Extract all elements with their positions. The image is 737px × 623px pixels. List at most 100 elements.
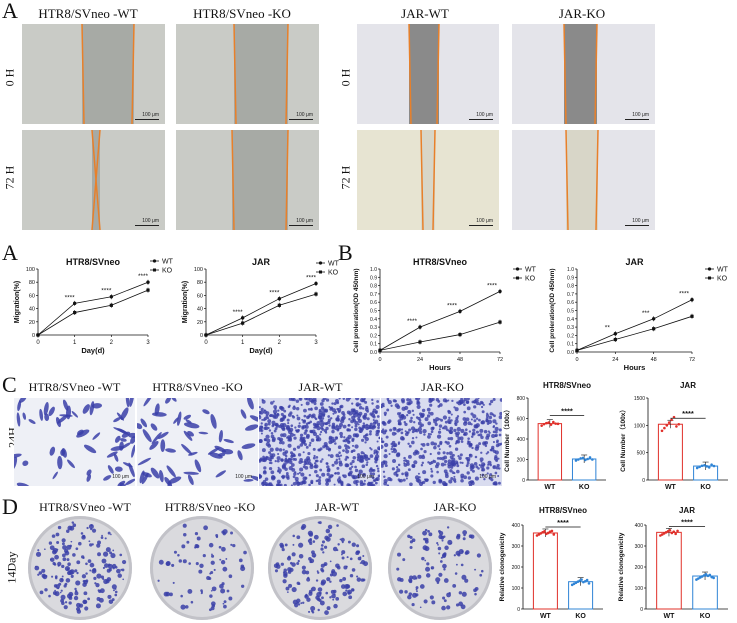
stained-cell [124, 478, 135, 486]
stained-cell [387, 420, 391, 424]
colony [83, 580, 88, 585]
stained-cell [346, 456, 350, 459]
stained-cell [320, 430, 323, 434]
bar-wt [532, 532, 558, 610]
stained-cell [427, 461, 430, 464]
stained-cell [372, 408, 377, 413]
stained-cell [259, 406, 261, 409]
stained-cell [159, 470, 164, 483]
stained-cell [44, 413, 50, 422]
colony [331, 569, 336, 573]
stained-cell [486, 472, 489, 475]
colony [311, 586, 316, 592]
colony [340, 553, 343, 556]
stained-cell [262, 484, 265, 486]
stained-cell [170, 398, 177, 402]
stained-cell [472, 428, 476, 432]
stained-cell [474, 455, 478, 459]
colony [425, 573, 431, 578]
colony [415, 577, 418, 580]
stained-cell [416, 401, 420, 405]
colony [474, 592, 477, 596]
stained-cell [274, 427, 278, 431]
colony [431, 600, 436, 605]
stained-cell [357, 423, 360, 426]
colony [110, 552, 116, 559]
stained-cell [267, 422, 271, 426]
stained-cell [480, 435, 484, 440]
colony [122, 578, 125, 581]
stained-cell [209, 452, 223, 459]
stained-cell [457, 455, 460, 458]
stained-cell [298, 471, 301, 474]
colony [112, 549, 115, 552]
colony [100, 575, 105, 579]
stained-cell [446, 441, 450, 445]
stained-cell [492, 482, 496, 486]
stained-cell [18, 398, 27, 403]
stained-cell [408, 444, 412, 448]
series-line-wt [205, 283, 317, 336]
stained-cell [151, 432, 162, 444]
stained-cell [363, 479, 366, 482]
stained-cell [298, 422, 301, 425]
stained-cell [184, 422, 200, 429]
stained-cell [336, 478, 342, 483]
colony [59, 577, 64, 583]
colony [320, 579, 327, 585]
micrograph: 100 μm [22, 130, 165, 230]
stained-cell [348, 418, 351, 421]
colony [37, 573, 40, 576]
colony [419, 606, 422, 609]
stained-cell [344, 438, 348, 443]
stained-cell [354, 433, 358, 437]
stained-cell [447, 437, 451, 441]
stained-cell [344, 458, 348, 461]
stained-cell [187, 474, 194, 486]
stained-cell [270, 401, 274, 405]
stained-cell [264, 477, 269, 481]
stained-cell [421, 408, 426, 413]
micrograph: 100 μm [512, 130, 655, 230]
stained-cell [314, 464, 319, 469]
stained-cell [250, 475, 258, 482]
gap-edge-right [91, 130, 101, 230]
stained-cell [467, 440, 470, 443]
stained-cell [448, 451, 453, 456]
stained-cell [327, 467, 331, 472]
stained-cell [276, 456, 281, 461]
colony [60, 598, 65, 603]
stained-cell [470, 412, 474, 416]
colony [301, 569, 307, 575]
stained-cell [375, 410, 378, 413]
stained-cell [297, 453, 302, 457]
colony [306, 597, 311, 602]
colony [341, 550, 346, 555]
stained-cell [449, 426, 454, 431]
stained-cell [459, 436, 464, 441]
stained-cell [329, 474, 334, 478]
stained-cell [473, 419, 477, 423]
gap-edge-left [81, 24, 85, 124]
stained-cell [210, 414, 217, 429]
stained-cell [165, 398, 171, 404]
stained-cell [404, 430, 407, 433]
colony [80, 532, 84, 535]
colony [195, 562, 199, 566]
colony [172, 581, 175, 584]
stained-cell [103, 475, 112, 481]
micrograph: 100 μm [176, 130, 319, 230]
colony [105, 579, 110, 584]
stained-cell [331, 424, 336, 429]
stained-cell [137, 457, 151, 466]
stained-cell [351, 426, 354, 429]
stained-cell [340, 480, 344, 484]
colony [34, 565, 40, 571]
stained-cell [315, 456, 319, 459]
colony [195, 544, 200, 549]
y-tick-label: 0.2 [370, 333, 377, 339]
stained-cell [478, 418, 481, 422]
legend-marker [153, 268, 156, 272]
x-tick-label: KO [575, 613, 586, 620]
stained-cell [356, 453, 361, 457]
